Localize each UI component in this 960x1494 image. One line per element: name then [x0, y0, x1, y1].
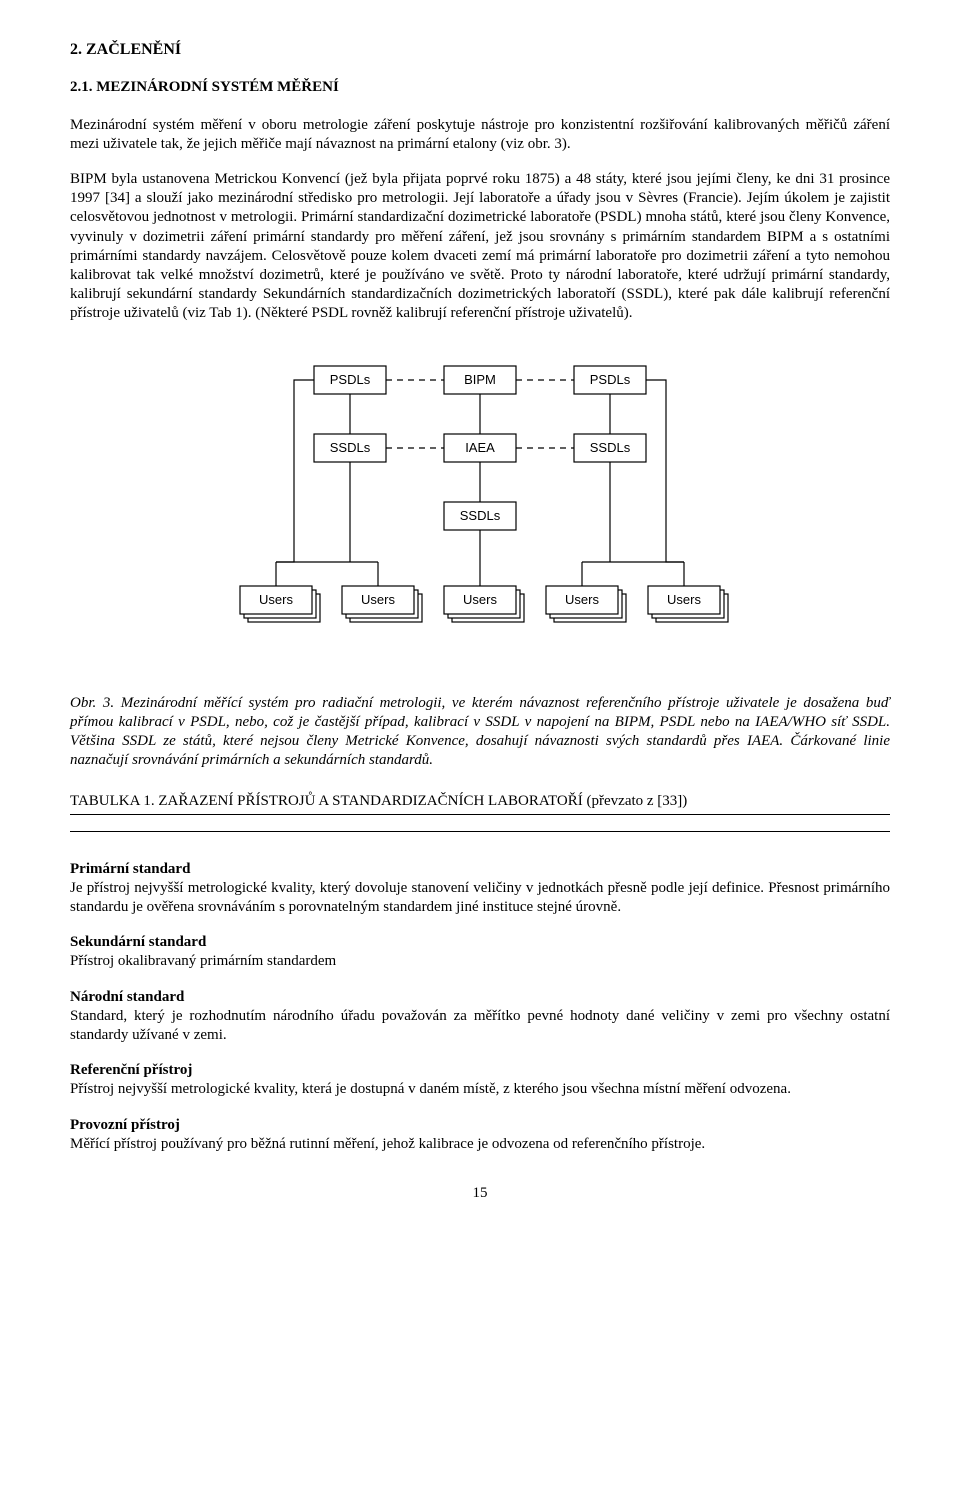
def-national: Národní standard Standard, který je rozh…: [70, 988, 890, 1046]
def-title: Provozní přístroj: [70, 1116, 890, 1135]
def-body: Přístroj nejvyšší metrologické kvality, …: [70, 1080, 890, 1099]
def-body: Je přístroj nejvyšší metrologické kvalit…: [70, 879, 890, 917]
def-title: Sekundární standard: [70, 933, 890, 952]
table-rule-top: [70, 814, 890, 815]
page-number: 15: [70, 1184, 890, 1203]
svg-text:SSDLs: SSDLs: [460, 508, 501, 523]
def-body: Přístroj okalibravaný primárním standard…: [70, 952, 890, 971]
def-operational: Provozní přístroj Měřící přístroj použív…: [70, 1116, 890, 1154]
def-reference: Referenční přístroj Přístroj nejvyšší me…: [70, 1061, 890, 1099]
def-secondary: Sekundární standard Přístroj okalibravan…: [70, 933, 890, 971]
svg-text:SSDLs: SSDLs: [590, 440, 631, 455]
def-primary: Primární standard Je přístroj nejvyšší m…: [70, 860, 890, 918]
subsection-heading: 2.1. MEZINÁRODNÍ SYSTÉM MĚŘENÍ: [70, 78, 890, 97]
paragraph-bipm: BIPM byla ustanovena Metrickou Konvencí …: [70, 170, 890, 324]
svg-text:PSDLs: PSDLs: [590, 372, 631, 387]
section-heading: 2. ZAČLENĚNÍ: [70, 40, 890, 60]
svg-text:BIPM: BIPM: [464, 372, 496, 387]
svg-text:Users: Users: [667, 592, 701, 607]
def-title: Národní standard: [70, 988, 890, 1007]
def-title: Referenční přístroj: [70, 1061, 890, 1080]
svg-text:Users: Users: [361, 592, 395, 607]
svg-text:Users: Users: [463, 592, 497, 607]
table-title: TABULKA 1. ZAŘAZENÍ PŘÍSTROJŮ A STANDARD…: [70, 792, 890, 811]
def-title: Primární standard: [70, 860, 890, 879]
paragraph-intro: Mezinárodní systém měření v oboru metrol…: [70, 116, 890, 154]
svg-text:Users: Users: [565, 592, 599, 607]
table-rule-second: [70, 831, 890, 832]
svg-text:IAEA: IAEA: [465, 440, 495, 455]
svg-text:SSDLs: SSDLs: [330, 440, 371, 455]
def-body: Standard, který je rozhodnutím národního…: [70, 1007, 890, 1045]
svg-text:Users: Users: [259, 592, 293, 607]
figure-diagram: PSDLs BIPM PSDLs SSDLs IAEA SSDLs SSDLs Users Us…: [70, 346, 890, 672]
svg-text:PSDLs: PSDLs: [330, 372, 371, 387]
def-body: Měřící přístroj používaný pro běžná ruti…: [70, 1135, 890, 1154]
figure-caption: Obr. 3. Mezinárodní měřící systém pro ra…: [70, 694, 890, 771]
